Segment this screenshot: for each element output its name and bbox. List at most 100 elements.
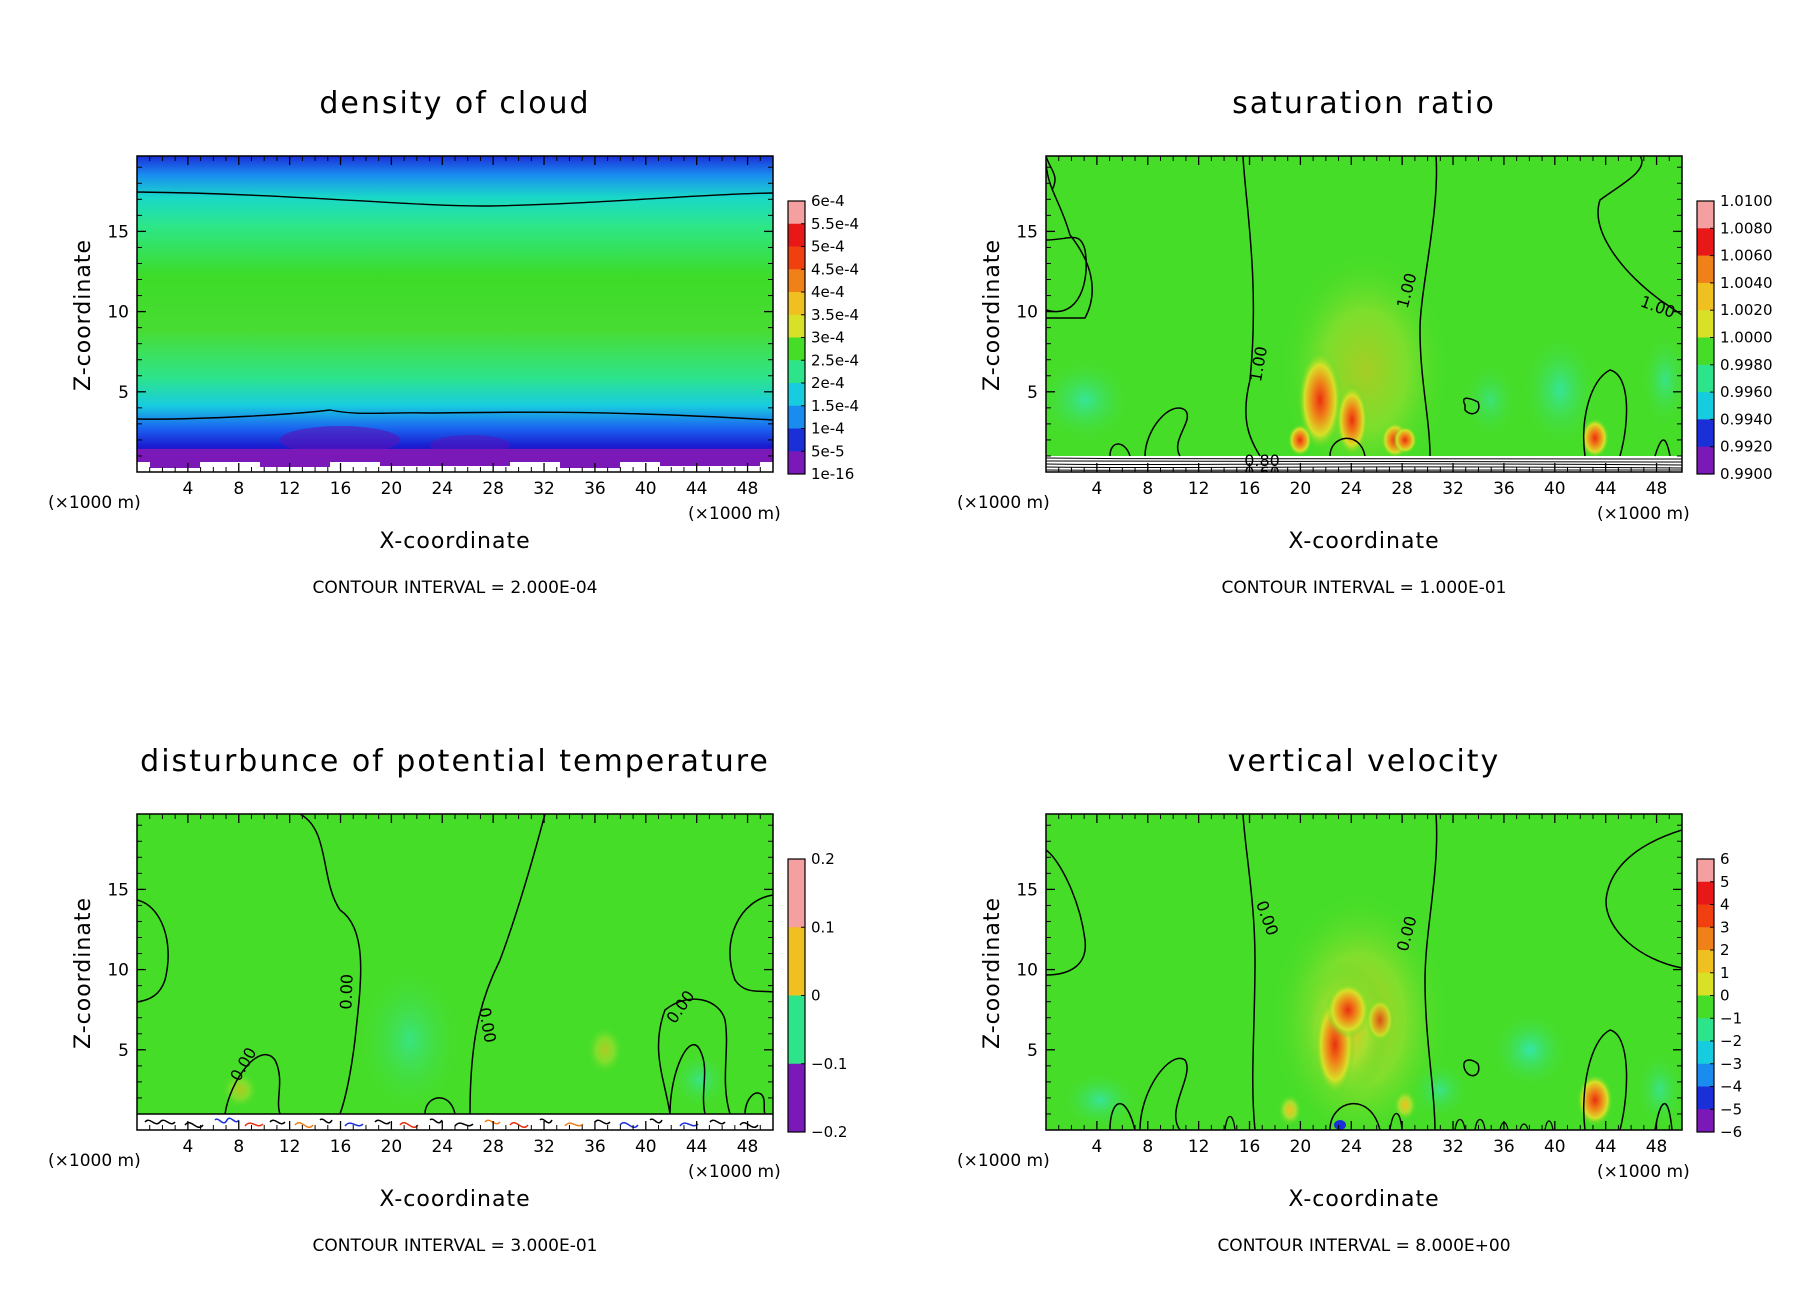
- x-tick-label: 28: [1391, 1137, 1413, 1157]
- x-axis-label: X-coordinate: [379, 1187, 530, 1212]
- x-tick-label: 44: [686, 1137, 708, 1157]
- x-unit-label: (×1000 m): [688, 1162, 781, 1182]
- colorbar-label: 0.9940: [1720, 410, 1773, 428]
- colorbar-swatch: [1697, 1041, 1714, 1065]
- panel-title: disturbunce of potential temperature: [140, 744, 770, 779]
- colorbar-swatch: [788, 451, 805, 475]
- colorbar-swatch: [1697, 927, 1714, 951]
- x-tick-label: 48: [1646, 1137, 1668, 1157]
- panel-title: saturation ratio: [1232, 86, 1496, 121]
- x-tick-label: 32: [1442, 1137, 1464, 1157]
- panel-potential-temperature: disturbunce of potential temperature: [48, 744, 847, 1256]
- colorbar-label: 1.0040: [1720, 274, 1773, 292]
- colorbar: 6e-4 5.5e-4 5e-4 4.5e-4 4e-4 3.5e-4 3e-4 2.5e-4…: [787, 192, 859, 483]
- x-tick-label: 8: [233, 479, 244, 499]
- x-tick-label: 44: [686, 479, 708, 499]
- contour-interval: CONTOUR INTERVAL = 1.000E-01: [1222, 578, 1507, 598]
- colorbar-swatch: [788, 201, 805, 225]
- y-tick-label: 5: [118, 1041, 129, 1061]
- y-tick-label: 5: [1027, 383, 1038, 403]
- colorbar-label: 0.2: [811, 850, 835, 868]
- colorbar-swatch: [788, 995, 805, 1065]
- contour-interval: CONTOUR INTERVAL = 8.000E+00: [1217, 1236, 1510, 1256]
- x-tick-label: 48: [737, 1137, 759, 1157]
- panel-density-of-cloud: density of cloud 4 8 12 16 20 24 28 32 36 40 44 485…: [48, 86, 859, 598]
- x-tick-label: 28: [482, 1137, 504, 1157]
- colorbar-label: −2: [1720, 1032, 1742, 1050]
- x-tick-label: 40: [635, 479, 657, 499]
- x-tick-label: 4: [1091, 1137, 1102, 1157]
- y-tick-label: 10: [107, 303, 129, 323]
- colorbar-label: −0.1: [811, 1055, 847, 1073]
- colorbar-swatch: [788, 383, 805, 407]
- colorbar-label: 6e-4: [811, 192, 845, 210]
- heatmap-field: [137, 156, 773, 472]
- y-tick-label: 10: [1016, 961, 1038, 981]
- x-axis-label: X-coordinate: [379, 529, 530, 554]
- x-tick-label: 8: [1142, 479, 1153, 499]
- x-tick-label: 12: [279, 479, 301, 499]
- heatmap-field: 0.00 0.00 0.00 0.00: [137, 814, 773, 1130]
- x-tick-label: 4: [1091, 479, 1102, 499]
- panel-vertical-velocity: vertical velocity: [957, 744, 1742, 1256]
- colorbar-label: −1: [1720, 1009, 1742, 1027]
- colorbar-swatch: [788, 337, 805, 361]
- x-tick-label: 16: [330, 479, 352, 499]
- colorbar-label: −5: [1720, 1100, 1742, 1118]
- colorbar-label: 2e-4: [811, 374, 845, 392]
- colorbar-label: 4e-4: [811, 283, 845, 301]
- colorbar-label: 1.0020: [1720, 301, 1773, 319]
- colorbar-swatch: [1697, 310, 1714, 338]
- x-tick-label: 12: [1188, 479, 1210, 499]
- colorbar-swatch: [788, 428, 805, 452]
- x-tick-label: 12: [279, 1137, 301, 1157]
- colorbar-swatch: [1697, 446, 1714, 475]
- x-unit-label: (×1000 m): [1597, 504, 1690, 524]
- colorbar-label: 5: [1720, 873, 1730, 891]
- x-tick-label: 32: [1442, 479, 1464, 499]
- colorbar-swatch: [1697, 950, 1714, 974]
- colorbar-label: 4.5e-4: [811, 260, 859, 278]
- colorbar-label: 0.1: [811, 918, 835, 936]
- colorbar-label: 5e-4: [811, 238, 845, 256]
- x-tick-label: 40: [1544, 1137, 1566, 1157]
- x-tick-label: 24: [1340, 479, 1362, 499]
- colorbar-swatch: [788, 859, 805, 928]
- colorbar-swatch: [788, 927, 805, 996]
- contour-label: 0.80: [1244, 451, 1280, 470]
- colorbar-swatch: [788, 360, 805, 384]
- y-tick-label: 5: [118, 383, 129, 403]
- colorbar-label: 3.5e-4: [811, 306, 859, 324]
- x-tick-label: 36: [1493, 479, 1515, 499]
- colorbar-label: 4: [1720, 896, 1730, 914]
- x-tick-label: 36: [584, 479, 606, 499]
- colorbar-label: 1e-4: [811, 420, 845, 438]
- colorbar-swatch: [788, 223, 805, 247]
- x-tick-label: 24: [1340, 1137, 1362, 1157]
- y-unit-label: (×1000 m): [48, 493, 141, 513]
- y-axis-label: Z-coordinate: [71, 239, 96, 391]
- x-tick-label: 32: [533, 479, 555, 499]
- colorbar-swatch: [1697, 1018, 1714, 1042]
- x-tick-label: 36: [1493, 1137, 1515, 1157]
- contour-interval: CONTOUR INTERVAL = 2.000E-04: [313, 578, 598, 598]
- x-tick-label: 20: [1290, 479, 1312, 499]
- heatmap-field: 1.00 1.00 1.00 0.80 0.60: [1046, 156, 1682, 472]
- colorbar-label: 0.9960: [1720, 383, 1773, 401]
- colorbar-swatch: [1697, 392, 1714, 420]
- colorbar-swatch: [1697, 1109, 1714, 1133]
- colorbar-label: −6: [1720, 1123, 1742, 1141]
- contour-interval: CONTOUR INTERVAL = 3.000E-01: [313, 1236, 598, 1256]
- x-tick-label: 40: [635, 1137, 657, 1157]
- colorbar-swatch: [788, 1063, 805, 1133]
- contour-label: 0.00: [336, 974, 356, 1010]
- colorbar-swatch: [1697, 255, 1714, 284]
- x-axis-label: X-coordinate: [1288, 1187, 1439, 1212]
- colorbar-label: 0.9980: [1720, 356, 1773, 374]
- x-tick-label: 12: [1188, 1137, 1210, 1157]
- colorbar-label: 0.9920: [1720, 438, 1773, 456]
- colorbar-swatch: [788, 246, 805, 270]
